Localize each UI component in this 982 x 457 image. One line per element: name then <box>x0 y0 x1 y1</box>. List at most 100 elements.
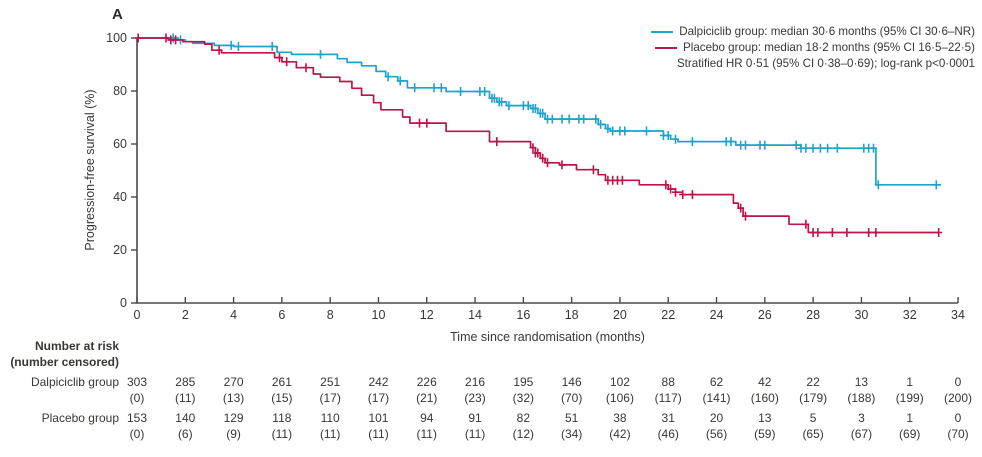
placebo-censored-count: (6) <box>177 427 193 441</box>
placebo-at-risk-count: 1 <box>906 411 914 425</box>
censor-mark <box>828 228 836 237</box>
dalpiciclib-censored-count: (32) <box>512 391 535 405</box>
censor-mark <box>558 114 566 124</box>
censor-mark <box>317 49 324 59</box>
x-tick-label: 12 <box>420 308 434 322</box>
placebo-at-risk-count: 153 <box>126 411 148 425</box>
dalpiciclib-censored-count: (117) <box>654 391 682 405</box>
censor-mark <box>283 57 291 67</box>
censor-mark <box>742 140 749 150</box>
y-tick-label: 40 <box>113 190 127 204</box>
placebo-censored-count: (56) <box>705 427 728 441</box>
censor-mark <box>481 87 489 96</box>
censor-mark <box>162 33 170 43</box>
censor-mark <box>865 228 873 237</box>
placebo-censored-count: (59) <box>754 427 776 441</box>
placebo-censored-count: (65) <box>802 427 824 441</box>
dalpiciclib-at-risk-count: 216 <box>465 375 486 389</box>
dalpiciclib-at-risk-count: 242 <box>368 375 389 389</box>
x-tick-label: 16 <box>516 308 530 322</box>
censor-mark <box>589 165 597 175</box>
dalpiciclib-at-risk-count: 1 <box>906 375 914 389</box>
dalpiciclib-censored-count: (15) <box>271 391 293 405</box>
legend: Dalpiciclib group: median 30·6 months (9… <box>651 24 975 72</box>
censor-mark <box>558 160 566 170</box>
censor-mark <box>548 114 556 124</box>
x-tick-label: 6 <box>278 308 285 322</box>
censor-mark <box>727 137 735 147</box>
placebo-at-risk-count: 38 <box>613 411 627 425</box>
placebo-censored-count: (11) <box>319 427 341 441</box>
placebo-censored-count: (11) <box>368 427 389 441</box>
censor-mark <box>679 190 687 200</box>
placebo-censored-count: (67) <box>850 427 873 441</box>
censor-mark <box>792 140 800 150</box>
censor-mark <box>672 187 679 197</box>
dalpiciclib-at-risk-count: 251 <box>320 375 341 389</box>
x-tick-label: 30 <box>854 308 868 322</box>
dalpiciclib-at-risk-count: 303 <box>126 375 148 389</box>
placebo-at-risk-count: 82 <box>516 411 531 425</box>
dalpiciclib-censored-count: (188) <box>847 391 876 405</box>
placebo-at-risk-count: 20 <box>709 411 724 425</box>
placebo-at-risk-count: 110 <box>320 411 340 425</box>
x-tick-label: 26 <box>758 308 772 322</box>
censor-mark <box>809 143 817 153</box>
placebo-censored-count: (34) <box>560 427 583 441</box>
placebo-censored-count: (70) <box>947 427 969 441</box>
dalpiciclib-censored-count: (0) <box>129 391 145 405</box>
placebo-censored-count: (46) <box>657 427 679 441</box>
risk-table-header: Number at risk <box>34 339 119 353</box>
censor-mark <box>529 143 537 153</box>
x-tick-label: 28 <box>806 308 820 322</box>
censor-mark <box>437 83 445 93</box>
risk-row-label-placebo: Placebo group <box>41 411 119 425</box>
dalpiciclib-at-risk-count: 285 <box>175 375 196 389</box>
dalpiciclib-censored-count: (200) <box>943 391 972 405</box>
placebo-censored-count: (11) <box>464 427 486 441</box>
placebo-at-risk-count: 3 <box>858 411 865 425</box>
censor-mark <box>621 126 629 136</box>
censor-mark <box>672 134 679 144</box>
placebo-at-risk-count: 0 <box>954 411 962 425</box>
censor-mark <box>215 45 223 55</box>
censor-mark <box>667 184 675 194</box>
censor-mark <box>592 114 600 124</box>
placebo-censored-count: (9) <box>226 427 241 441</box>
x-tick-label: 4 <box>230 308 237 322</box>
placebo-at-risk-count: 31 <box>661 411 675 425</box>
censor-mark <box>662 180 670 190</box>
placebo-at-risk-count: 13 <box>758 411 772 425</box>
x-tick-label: 2 <box>182 308 189 322</box>
dalpiciclib-censored-count: (199) <box>895 391 924 405</box>
dalpiciclib-line-swatch <box>651 31 674 33</box>
censor-mark <box>597 119 605 129</box>
placebo-censored-count: (69) <box>899 427 921 441</box>
censor-mark <box>493 137 501 147</box>
censor-mark <box>872 228 880 237</box>
x-tick-label: 24 <box>710 308 724 322</box>
censor-mark <box>618 175 626 185</box>
censor-mark <box>227 40 235 50</box>
placebo-line-swatch <box>655 47 678 49</box>
dalpiciclib-censored-count: (11) <box>175 391 196 405</box>
censor-mark <box>539 108 547 118</box>
placebo-at-risk-count: 5 <box>809 411 817 425</box>
legend-entry-placebo: Placebo group: median 18·2 months (95% C… <box>651 40 975 56</box>
dalpiciclib-censored-count: (106) <box>605 391 634 405</box>
dalpiciclib-at-risk-count: 62 <box>709 375 724 389</box>
y-tick-label: 0 <box>120 296 127 310</box>
dalpiciclib-censored-count: (179) <box>799 391 828 405</box>
legend-stat-note: Stratified HR 0·51 (95% CI 0·38–0·69); l… <box>651 56 975 72</box>
censor-mark <box>833 143 841 153</box>
x-tick-label: 32 <box>903 308 917 322</box>
legend-label-dalpiciclib: Dalpiciclib group: median 30·6 months (9… <box>679 25 975 38</box>
placebo-censored-count: (11) <box>416 427 437 441</box>
dalpiciclib-at-risk-count: 146 <box>561 375 582 389</box>
censor-mark <box>423 118 431 128</box>
censor-mark <box>802 219 810 229</box>
x-tick-label: 0 <box>134 308 141 322</box>
censor-mark <box>935 228 943 237</box>
dalpiciclib-at-risk-count: 261 <box>271 375 292 389</box>
